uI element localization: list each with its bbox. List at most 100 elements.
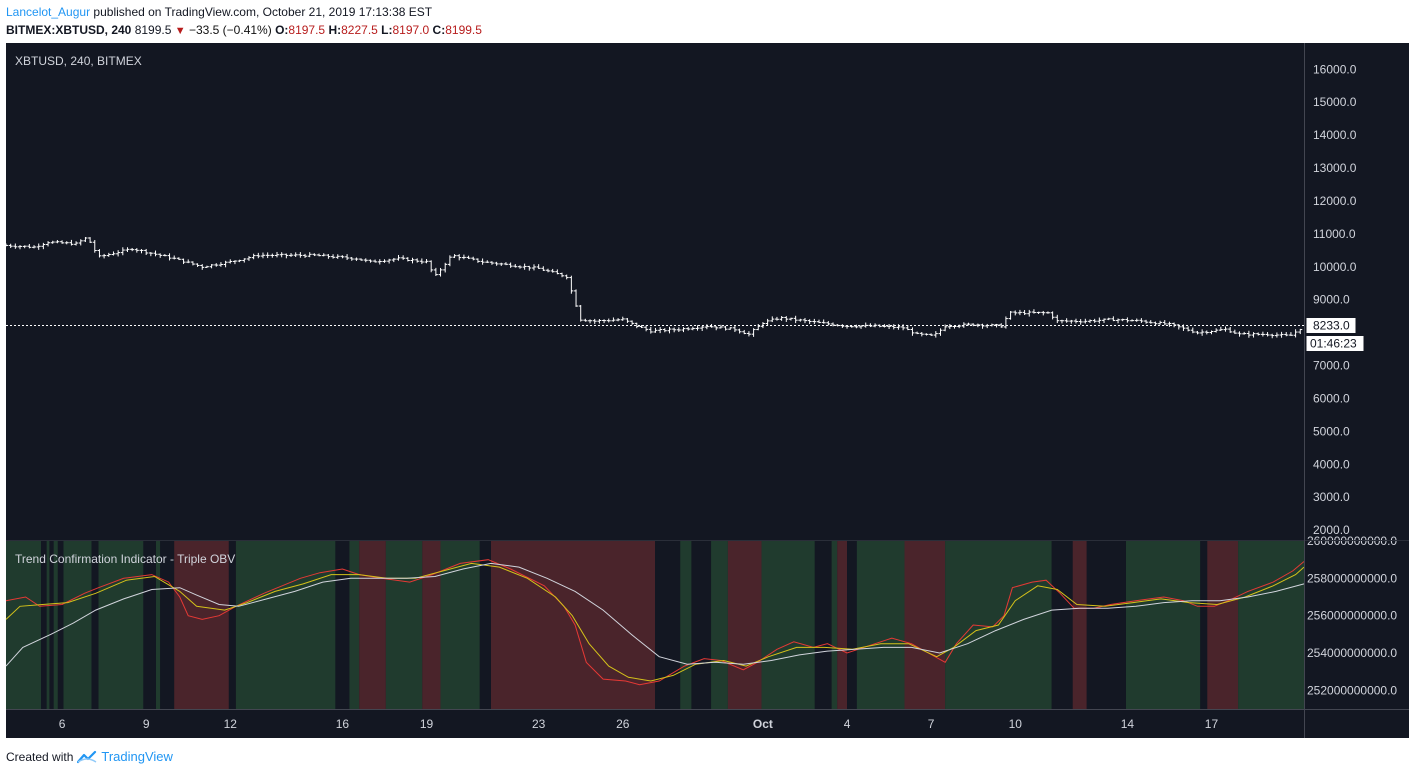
symbol-label[interactable]: BITMEX:XBTUSD, 240 bbox=[6, 23, 132, 37]
ohlc-bar bbox=[648, 326, 653, 334]
ohlc-bar bbox=[60, 240, 65, 244]
ohlc-bar bbox=[933, 331, 938, 338]
price-axis-label: 3000.0 bbox=[1313, 490, 1350, 504]
ohlc-bar bbox=[508, 262, 513, 268]
ohlc-bar bbox=[116, 250, 121, 257]
ohlc-bar bbox=[326, 254, 331, 259]
time-axis-label: 12 bbox=[224, 717, 238, 731]
ohlc-bar bbox=[204, 265, 209, 269]
trend-zone-bull bbox=[6, 541, 42, 709]
ohlc-bar bbox=[499, 262, 504, 266]
ohlc-bar bbox=[475, 258, 480, 263]
ohlc-bar bbox=[546, 268, 551, 273]
ohlc-bar bbox=[802, 317, 807, 324]
tradingview-brand-link[interactable]: TradingView bbox=[101, 749, 173, 764]
ohlc-bar bbox=[284, 253, 289, 259]
ohlc-bar bbox=[41, 242, 46, 250]
trend-zone-bear bbox=[1072, 541, 1087, 709]
ohlc-bar bbox=[438, 267, 443, 277]
close-value: 8199.5 bbox=[445, 23, 482, 37]
ohlc-bar bbox=[620, 316, 625, 321]
last-price-label: 8233.0 bbox=[1313, 319, 1350, 333]
indicator-axis-label: 258000000000.0 bbox=[1307, 571, 1397, 585]
trend-zone-neutral bbox=[691, 541, 712, 709]
ohlc-bar bbox=[1088, 319, 1093, 323]
ohlc-bar bbox=[882, 324, 887, 328]
ohlc-bar bbox=[1218, 326, 1223, 332]
ohlc-bar bbox=[102, 253, 107, 259]
ohlc-bar bbox=[466, 255, 471, 260]
ohlc-bar bbox=[162, 254, 167, 257]
ohlc-bar bbox=[784, 316, 789, 322]
ohlc-bar bbox=[1013, 310, 1018, 316]
ohlc-bar bbox=[765, 318, 770, 326]
ohlc-bar bbox=[279, 252, 284, 258]
indicator-axis-label: 252000000000.0 bbox=[1307, 683, 1397, 697]
trend-zone-bear bbox=[1207, 541, 1239, 709]
ohlc-bar bbox=[1237, 331, 1242, 337]
ohlc-bar bbox=[770, 316, 775, 323]
ohlc-bar bbox=[1153, 321, 1158, 325]
time-axis-label: 10 bbox=[1009, 717, 1023, 731]
ohlc-bar bbox=[8, 243, 13, 249]
ohlc-bar bbox=[214, 263, 219, 267]
ohlc-bar bbox=[181, 258, 186, 265]
ohlc-bar bbox=[1106, 317, 1111, 321]
time-axis-label: 14 bbox=[1121, 717, 1135, 731]
ohlc-bar bbox=[639, 325, 644, 328]
ohlc-bar bbox=[349, 256, 354, 261]
price-axis-label: 16000.0 bbox=[1313, 62, 1357, 76]
ohlc-bar bbox=[419, 258, 424, 265]
ohlc-bar bbox=[153, 250, 158, 257]
author-link[interactable]: Lancelot_Augur bbox=[6, 5, 91, 19]
ohlc-bar bbox=[891, 324, 896, 330]
ohlc-bar bbox=[966, 322, 971, 326]
ohlc-bar bbox=[312, 253, 317, 257]
ohlc-bar bbox=[859, 325, 864, 329]
trend-zone-bear bbox=[904, 541, 946, 709]
ohlc-bar bbox=[359, 258, 364, 261]
ohlc-bar bbox=[943, 324, 948, 332]
ohlc-bar bbox=[1190, 327, 1195, 334]
ohlc-bar bbox=[975, 323, 980, 328]
ohlc-bar bbox=[200, 264, 205, 270]
ohlc-bar bbox=[653, 327, 658, 333]
price-bars bbox=[4, 237, 1303, 339]
ohlc-bar bbox=[1073, 318, 1078, 324]
tradingview-logo-icon bbox=[77, 750, 97, 763]
ohlc-bar bbox=[251, 253, 256, 260]
time-axis-label: 9 bbox=[143, 717, 150, 731]
trend-zone-bull bbox=[831, 541, 838, 709]
ohlc-bar bbox=[676, 327, 681, 332]
obv-line-2 bbox=[5, 562, 1305, 682]
ohlc-bar bbox=[433, 267, 438, 277]
ohlc-bar bbox=[550, 268, 555, 273]
open-value: 8197.5 bbox=[288, 23, 326, 37]
indicator-title[interactable]: Trend Confirmation Indicator - Triple OB… bbox=[15, 552, 235, 566]
trend-zone-bull bbox=[63, 541, 92, 709]
ohlc-bar bbox=[317, 253, 322, 257]
ohlc-bar bbox=[307, 252, 312, 258]
ohlc-bar bbox=[751, 328, 756, 337]
price-axis-label: 9000.0 bbox=[1313, 293, 1350, 307]
ohlc-bar bbox=[1204, 330, 1209, 335]
ohlc-bar bbox=[4, 243, 8, 247]
ohlc-bar bbox=[1242, 331, 1247, 335]
ohlc-bar bbox=[1064, 318, 1069, 323]
time-axis-label: 23 bbox=[532, 717, 546, 731]
trend-zone-bull bbox=[1125, 541, 1201, 709]
ohlc-bar bbox=[742, 329, 747, 335]
ohlc-bar bbox=[176, 257, 181, 261]
ohlc-bar bbox=[1059, 319, 1064, 324]
trend-zone-neutral bbox=[479, 541, 491, 709]
ohlc-bar bbox=[387, 258, 392, 264]
ohlc-bar bbox=[826, 321, 831, 326]
ohlc-bar bbox=[303, 253, 308, 258]
ohlc-bar bbox=[644, 325, 649, 332]
main-legend[interactable]: XBTUSD, 240, BITMEX bbox=[15, 54, 142, 68]
time-axis-label: 19 bbox=[420, 717, 434, 731]
bar-countdown: 01:46:23 bbox=[1310, 337, 1357, 351]
time-axis-label: Oct bbox=[753, 717, 773, 731]
ohlc-bar bbox=[335, 254, 340, 259]
